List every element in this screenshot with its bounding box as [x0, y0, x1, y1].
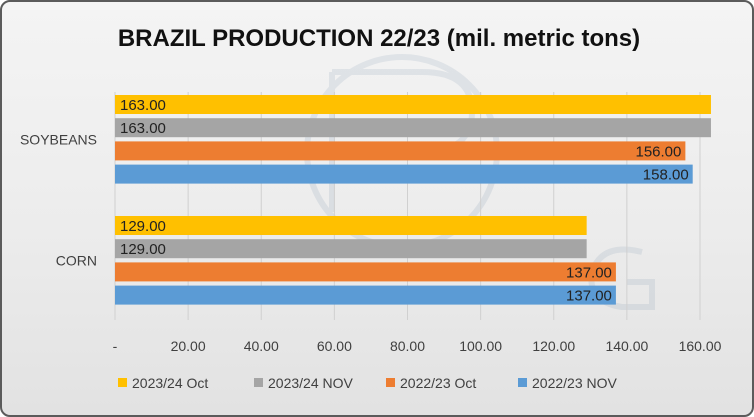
x-tick-label: 60.00 [317, 338, 352, 354]
bar [115, 118, 711, 138]
data-label: 158.00 [643, 167, 689, 184]
legend-swatch [518, 378, 527, 387]
bar [115, 262, 616, 282]
legend: 2023/24 Oct 2023/24 NOV 2022/23 Oct 2022/23… [118, 375, 617, 391]
x-tick-label: 120.00 [532, 338, 575, 354]
legend-label: 2023/24 Oct [132, 375, 208, 391]
x-tick-label: 80.00 [390, 338, 425, 354]
x-tick-label: 140.00 [605, 338, 648, 354]
data-label: 137.00 [566, 288, 612, 305]
bar [115, 285, 616, 305]
data-label: 129.00 [120, 218, 166, 235]
data-label: 137.00 [566, 264, 612, 281]
bar [115, 216, 587, 235]
x-tick-label: 160.00 [679, 338, 722, 354]
data-label: 163.00 [120, 120, 166, 137]
bar [115, 95, 711, 114]
category-labels: SOYBEANS CORN [20, 131, 97, 268]
legend-label: 2023/24 NOV [268, 375, 353, 391]
bar [115, 164, 693, 184]
data-label: 163.00 [120, 97, 166, 114]
data-labels: 163.00 163.00 156.00 158.00 129.00 129.00 137.… [120, 97, 689, 305]
category-label: SOYBEANS [20, 131, 97, 147]
bar [115, 239, 587, 259]
data-label: 156.00 [635, 143, 681, 160]
legend-swatch [118, 378, 127, 387]
legend-swatch [386, 378, 395, 387]
x-tick-label: 20.00 [171, 338, 206, 354]
x-tick-label: - [113, 338, 118, 354]
bars [115, 95, 711, 305]
bar [115, 141, 686, 161]
x-axis-ticks: - 20.00 40.00 60.00 80.00 100.00 120.00 140.00 1… [113, 338, 722, 354]
legend-swatch [254, 378, 263, 387]
legend-label: 2022/23 Oct [400, 375, 476, 391]
category-label: CORN [56, 252, 97, 268]
chart-title: BRAZIL PRODUCTION 22/23 (mil. metric ton… [118, 25, 640, 52]
data-label: 129.00 [120, 241, 166, 258]
x-tick-label: 100.00 [459, 338, 502, 354]
legend-label: 2022/23 NOV [532, 375, 617, 391]
x-tick-label: 40.00 [244, 338, 279, 354]
